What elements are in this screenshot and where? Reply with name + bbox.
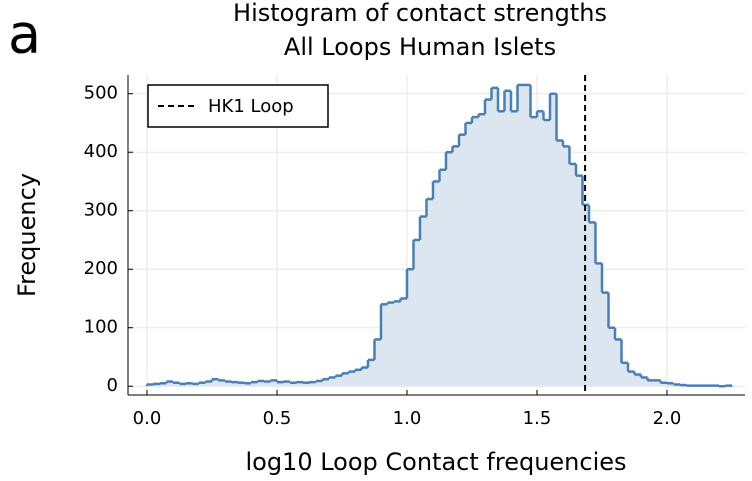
- x-tick-label: 0.5: [263, 408, 292, 429]
- bar: [380, 304, 388, 387]
- bar: [218, 380, 225, 387]
- y-tick-label: 200: [84, 258, 118, 279]
- bar: [322, 379, 329, 387]
- x-tick-label: 0.0: [133, 408, 162, 429]
- bar: [341, 373, 349, 387]
- x-tick-label: 2.0: [653, 408, 682, 429]
- bar: [172, 382, 180, 387]
- bar: [497, 111, 505, 387]
- bar: [471, 117, 479, 387]
- bar: [387, 302, 394, 387]
- bar: [614, 339, 622, 387]
- bar: [666, 383, 674, 387]
- y-axis-label: Frequency: [13, 173, 41, 297]
- x-axis-label: log10 Loop Contact frequencies: [245, 448, 626, 476]
- bar: [250, 382, 258, 387]
- bar: [484, 99, 492, 387]
- bar: [569, 163, 576, 387]
- bar: [601, 292, 609, 387]
- bar: [536, 111, 544, 387]
- bar: [588, 222, 596, 387]
- bar: [289, 382, 297, 387]
- bar: [523, 84, 531, 387]
- bar: [452, 146, 459, 387]
- bar: [283, 381, 290, 387]
- y-tick-label: 0: [107, 375, 118, 396]
- bar: [348, 371, 355, 387]
- bar: [458, 134, 466, 387]
- bar: [166, 381, 173, 387]
- bar: [374, 339, 381, 387]
- bar: [231, 382, 238, 387]
- bar: [296, 382, 303, 387]
- bar: [634, 374, 641, 387]
- bar: [367, 359, 375, 387]
- bar: [302, 382, 310, 387]
- bar: [393, 301, 401, 387]
- bar: [478, 114, 485, 387]
- bar: [413, 239, 420, 387]
- bar: [543, 120, 550, 387]
- bar: [627, 371, 635, 387]
- bar: [549, 93, 557, 387]
- bar: [244, 383, 251, 387]
- bar: [361, 367, 368, 387]
- bar: [406, 269, 414, 387]
- x-tick-label: 1.0: [393, 408, 422, 429]
- bar: [510, 111, 518, 387]
- y-tick-label: 500: [84, 83, 118, 104]
- bar: [653, 380, 661, 387]
- bar: [517, 84, 524, 387]
- bar: [439, 169, 446, 387]
- bar: [257, 380, 264, 387]
- y-tick-label: 100: [84, 317, 118, 338]
- bar: [647, 380, 654, 387]
- bar: [335, 375, 342, 387]
- bar: [465, 122, 472, 387]
- x-tick-label: 1.5: [523, 408, 552, 429]
- bar: [530, 117, 537, 387]
- panel-label: a: [8, 3, 41, 66]
- y-tick-label: 300: [84, 200, 118, 221]
- bar: [556, 140, 563, 387]
- bar: [276, 382, 284, 387]
- bar: [608, 327, 615, 387]
- bar: [211, 379, 219, 387]
- bar: [328, 377, 336, 387]
- chart-subtitle: All Loops Human Islets: [284, 33, 556, 61]
- bar: [309, 382, 316, 387]
- bar: [504, 90, 511, 387]
- bar: [562, 146, 570, 387]
- bar: [575, 175, 583, 387]
- legend-label: HK1 Loop: [208, 96, 294, 117]
- bar: [263, 381, 271, 387]
- bar: [205, 381, 212, 387]
- bar: [640, 377, 648, 387]
- bar: [445, 152, 453, 387]
- bar: [159, 383, 167, 387]
- bar: [621, 362, 628, 387]
- chart-title: Histogram of contact strengths: [233, 0, 607, 27]
- bar: [595, 263, 602, 387]
- bar: [315, 380, 323, 387]
- bar: [237, 382, 245, 387]
- bar: [400, 298, 407, 387]
- bar: [660, 382, 667, 387]
- bar: [491, 87, 498, 387]
- bar: [432, 181, 440, 387]
- bar: [198, 382, 206, 387]
- bar: [426, 199, 433, 387]
- bar: [354, 369, 362, 387]
- bar: [185, 383, 193, 387]
- bar: [224, 381, 232, 387]
- bar: [419, 216, 427, 387]
- bar: [270, 380, 277, 387]
- y-tick-label: 400: [84, 141, 118, 162]
